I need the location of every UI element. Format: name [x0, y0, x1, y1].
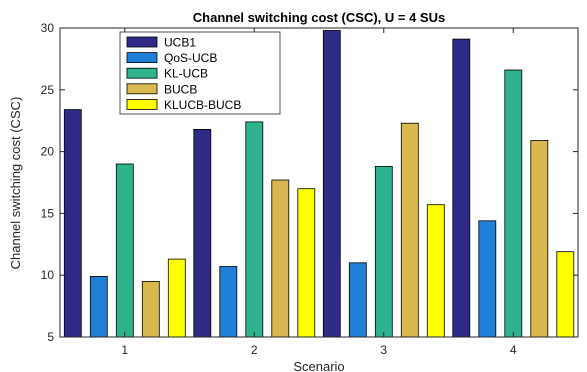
y-tick-label: 15 [41, 206, 55, 220]
bar-ucb1-scenario-4 [452, 38, 471, 338]
x-tick-label: 2 [251, 343, 258, 357]
bar-kl-ucb-scenario-2 [245, 121, 264, 338]
bar-bucb-scenario-1 [141, 280, 160, 338]
legend-label: UCB1 [164, 36, 196, 50]
bar-kl-ucb-scenario-4 [504, 69, 523, 338]
bar-ucb1-scenario-1 [63, 109, 82, 338]
y-axis-label: Channel switching cost (CSC) [8, 97, 23, 270]
legend-swatch-ucb1 [126, 36, 158, 48]
bar-klucb-bucb-scenario-2 [297, 188, 316, 338]
bar-qos-ucb-scenario-1 [89, 275, 108, 338]
bar-klucb-bucb-scenario-3 [426, 204, 445, 338]
x-axis-label: Scenario [293, 359, 344, 372]
bar-bucb-scenario-3 [400, 122, 419, 338]
legend-swatch-kl-ucb [126, 67, 158, 79]
bar-klucb-bucb-scenario-4 [556, 251, 575, 338]
bar-qos-ucb-scenario-4 [478, 220, 497, 338]
bar-klucb-bucb-scenario-1 [167, 258, 186, 338]
chart-title: Channel switching cost (CSC), U = 4 SUs [193, 10, 445, 25]
legend-swatch-klucb-bucb [126, 99, 158, 110]
legend-label: KL-UCB [164, 67, 208, 81]
bar-bucb-scenario-2 [271, 179, 290, 338]
bar-kl-ucb-scenario-3 [374, 165, 393, 338]
y-tick-label: 10 [41, 268, 55, 282]
bar-qos-ucb-scenario-2 [219, 266, 238, 338]
y-tick-label: 20 [41, 145, 55, 159]
y-tick-label: 5 [47, 330, 54, 344]
x-tick-label: 1 [121, 343, 128, 357]
axes-box [59, 27, 579, 338]
bar-bucb-scenario-4 [530, 140, 549, 338]
bar-qos-ucb-scenario-3 [348, 262, 367, 338]
bar-ucb1-scenario-2 [193, 128, 212, 338]
bar-ucb1-scenario-3 [322, 30, 341, 338]
x-tick-label: 3 [380, 343, 387, 357]
legend-label: BUCB [164, 82, 197, 96]
y-tick-label: 30 [41, 21, 55, 35]
axes-group: 5 10 15 20 25 30 1 2 3 4 [41, 21, 579, 357]
legend-label: QoS-UCB [164, 51, 217, 65]
bar-kl-ucb-scenario-1 [115, 163, 134, 338]
bars-group [63, 30, 575, 338]
legend-label: KLUCB-BUCB [164, 98, 241, 112]
legend-swatch-bucb [126, 83, 158, 95]
y-tick-label: 25 [41, 83, 55, 97]
legend-swatch-qos-ucb [126, 52, 158, 63]
x-tick-label: 4 [510, 343, 517, 357]
